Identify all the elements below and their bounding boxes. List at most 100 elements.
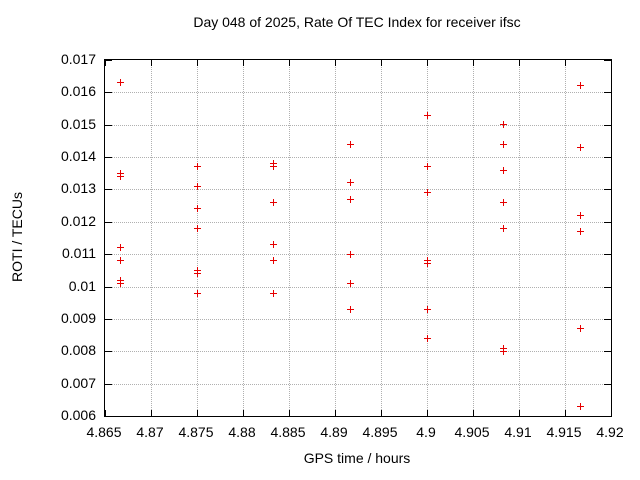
y-tick-label: 0.016 [60,83,96,100]
x-tick-mark [105,60,106,66]
y-tick-mark [604,221,611,223]
x-tick-mark [381,410,382,416]
data-point [499,347,507,355]
data-point [423,111,431,119]
y-tick-mark [604,286,611,288]
data-point [269,198,277,206]
y-tick-label: 0.011 [62,245,96,262]
x-tick-mark [381,60,382,66]
y-tick-mark [604,351,611,353]
x-axis-label: GPS time / hours [303,450,411,466]
v-gridline [197,60,198,416]
h-gridline [105,221,611,223]
x-tick-mark [197,60,198,66]
data-point [193,182,201,190]
data-point [193,289,201,297]
x-tick-label: 4.88 [228,424,256,440]
data-point [423,334,431,342]
data-point [347,195,355,203]
y-tick-mark [105,124,112,126]
h-gridline [105,383,611,385]
y-tick-mark [604,383,611,385]
x-tick-label: 4.91 [504,424,532,440]
data-point [117,79,125,87]
data-point [499,224,507,232]
y-tick-mark [604,318,611,320]
data-point [117,279,125,287]
y-tick-label: 0.014 [60,148,96,165]
y-tick-label: 0.01 [68,277,96,294]
data-point [117,244,125,252]
x-tick-mark [197,410,198,416]
h-gridline [105,157,611,159]
x-tick-label: 4.885 [270,424,306,440]
y-tick-label: 0.007 [60,374,96,391]
x-tick-label: 4.89 [320,424,348,440]
x-tick-label: 4.92 [596,424,624,440]
x-tick-mark [243,60,244,66]
v-gridline [335,60,336,416]
x-tick-label: 4.875 [178,424,214,440]
data-point [499,198,507,206]
y-tick-mark [105,416,112,417]
y-tick-mark [105,383,112,385]
data-point [269,163,277,171]
data-point [347,250,355,258]
y-tick-mark [105,157,112,159]
data-point [347,279,355,287]
h-gridline [105,318,611,320]
data-point [577,228,585,236]
v-gridline [565,60,566,416]
y-tick-mark [604,189,611,191]
y-tick-mark [105,318,112,320]
data-point [193,224,201,232]
y-tick-label: 0.015 [60,115,96,132]
x-tick-mark [473,410,474,416]
x-tick-label: 4.865 [86,424,122,440]
v-gridline [381,60,382,416]
y-tick-label: 0.008 [60,342,96,359]
v-gridline [427,60,428,416]
data-point [423,305,431,313]
data-point [577,211,585,219]
h-gridline [105,254,611,256]
data-point [577,143,585,151]
data-point [577,325,585,333]
x-tick-label: 4.895 [362,424,398,440]
data-point [117,173,125,180]
data-point [193,163,201,171]
y-tick-label: 0.006 [60,407,96,423]
y-tick-mark [105,92,112,94]
x-tick-label: 4.905 [454,424,490,440]
x-tick-mark [289,410,290,416]
x-tick-label: 4.9 [416,424,436,440]
chart-title: Day 048 of 2025, Rate Of TEC Index for r… [193,14,521,30]
y-tick-mark [604,157,611,159]
h-gridline [105,92,611,94]
x-tick-label: 4.87 [136,424,164,440]
y-tick-mark [105,351,112,353]
y-tick-mark [105,254,112,256]
data-point [499,121,507,129]
h-gridline [105,351,611,353]
x-tick-mark [151,410,152,416]
x-tick-mark [519,410,520,416]
data-point [269,257,277,265]
x-tick-mark [427,410,428,416]
plot-area [104,59,612,417]
y-tick-mark [604,60,611,61]
y-tick-mark [105,286,112,288]
x-tick-label: 4.915 [546,424,582,440]
data-point [347,179,355,187]
y-tick-mark [105,189,112,191]
x-tick-mark [611,410,612,416]
y-tick-label: 0.012 [60,212,96,229]
x-tick-mark [335,410,336,416]
y-tick-mark [604,416,611,417]
x-tick-mark [565,410,566,416]
x-tick-mark [289,60,290,66]
y-tick-mark [604,92,611,94]
x-tick-mark [611,60,612,66]
x-tick-mark [243,410,244,416]
